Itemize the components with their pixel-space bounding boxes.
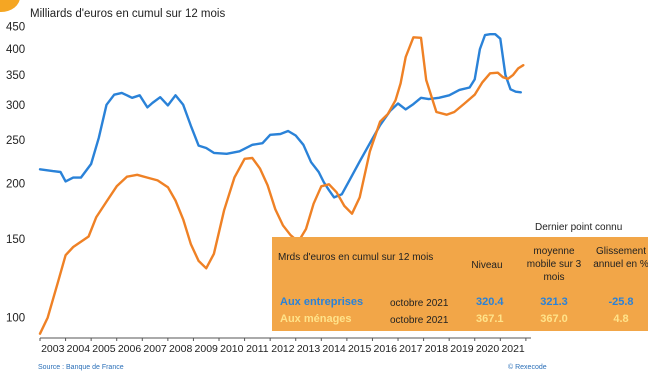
row-entreprises-label: Aux entreprises (280, 296, 364, 308)
summary-box: Mrds d'euros en cumul sur 12 mois Niveau… (272, 237, 648, 331)
row-entreprises-glissement: -25.8 (608, 296, 634, 308)
y-tick-label: 400 (6, 44, 25, 56)
x-tick-label: 2014 (322, 343, 346, 355)
x-tick-label: 2019 (450, 343, 474, 355)
x-tick-label: 2012 (271, 343, 295, 355)
x-tick-label: 2016 (374, 343, 398, 355)
x-tick-label: 2021 (501, 343, 525, 355)
x-tick-label: 2011 (246, 343, 269, 355)
x-tick-label: 2017 (399, 343, 423, 355)
y-tick-label: 100 (6, 313, 25, 325)
x-tick-label: 2020 (476, 343, 500, 355)
x-tick-label: 2013 (297, 343, 321, 355)
row-entreprises-period: octobre 2021 (390, 298, 449, 309)
y-axis: 450 400 350 300 250 200 150 100 (6, 21, 25, 324)
chart-title: Milliards d'euros en cumul sur 12 mois (30, 8, 226, 20)
x-tick-label: 2015 (348, 343, 372, 355)
summary-col-glissement: Glissement annuel en % (593, 246, 648, 270)
summary-col-moyenne: moyenne mobile sur 3 mois (526, 246, 582, 283)
x-tick-label: 2003 (41, 343, 65, 355)
row-entreprises-niveau: 320.4 (476, 296, 504, 308)
x-axis: 2003 2004 2005 2006 2007 2008 2009 2010 2011 2012… (39, 338, 527, 355)
x-tick-label: 2004 (67, 343, 91, 355)
summary-col-niveau: Niveau (471, 260, 503, 271)
series-line-entreprises (38, 33, 522, 199)
copyright-note: © Rexecode (508, 364, 547, 371)
x-tick-label: 2005 (92, 343, 116, 355)
x-tick-label: 2018 (425, 343, 449, 355)
x-tick-label: 2007 (143, 343, 167, 355)
y-tick-label: 250 (6, 135, 25, 147)
y-tick-label: 150 (6, 234, 25, 246)
x-tick-label: 2006 (118, 343, 142, 355)
row-menages-glissement: 4.8 (613, 313, 629, 325)
source-note: Source : Banque de France (38, 364, 124, 371)
y-tick-label: 200 (6, 178, 25, 190)
y-tick-label: 300 (6, 100, 25, 112)
x-tick-label: 2010 (220, 343, 244, 355)
row-menages-label: Aux ménages (280, 313, 352, 325)
x-tick-label: 2008 (169, 343, 193, 355)
row-entreprises-moyenne: 321.3 (540, 296, 568, 308)
y-tick-label: 350 (6, 70, 25, 82)
row-menages-niveau: 367.1 (476, 313, 504, 325)
row-menages-period: octobre 2021 (390, 315, 449, 326)
summary-col-label: Mrds d'euros en cumul sur 12 mois (278, 252, 434, 263)
y-tick-label: 450 (6, 21, 25, 33)
x-tick-label: 2009 (195, 343, 219, 355)
row-menages-moyenne: 367.0 (540, 313, 568, 325)
last-point-note: Dernier point connu (535, 222, 623, 233)
